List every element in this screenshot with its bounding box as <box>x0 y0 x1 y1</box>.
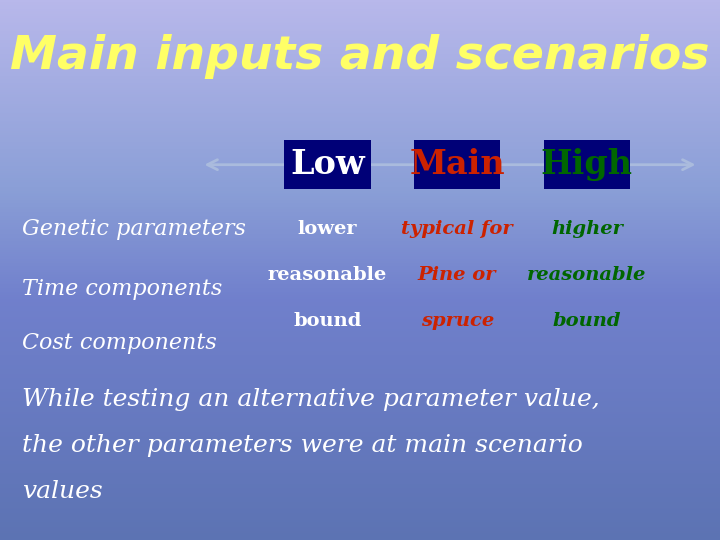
Text: Main inputs and scenarios: Main inputs and scenarios <box>10 34 710 79</box>
Text: lower: lower <box>298 220 357 239</box>
Text: Pine or: Pine or <box>418 266 497 285</box>
Bar <box>544 140 630 189</box>
Bar <box>284 140 371 189</box>
Text: reasonable: reasonable <box>527 266 647 285</box>
Text: typical for: typical for <box>401 220 513 239</box>
Text: While testing an alternative parameter value,: While testing an alternative parameter v… <box>22 388 599 411</box>
Text: bound: bound <box>552 312 621 330</box>
Text: bound: bound <box>294 312 361 330</box>
Text: High: High <box>541 148 633 181</box>
Bar <box>414 140 500 189</box>
Text: Main: Main <box>410 148 505 181</box>
Text: higher: higher <box>551 220 623 239</box>
Text: Time components: Time components <box>22 278 222 300</box>
Text: Cost components: Cost components <box>22 332 216 354</box>
Text: the other parameters were at main scenario: the other parameters were at main scenar… <box>22 434 582 457</box>
Text: reasonable: reasonable <box>268 266 387 285</box>
Text: Low: Low <box>290 148 365 181</box>
Text: values: values <box>22 480 102 503</box>
Text: spruce: spruce <box>420 312 494 330</box>
Text: Genetic parameters: Genetic parameters <box>22 219 246 240</box>
